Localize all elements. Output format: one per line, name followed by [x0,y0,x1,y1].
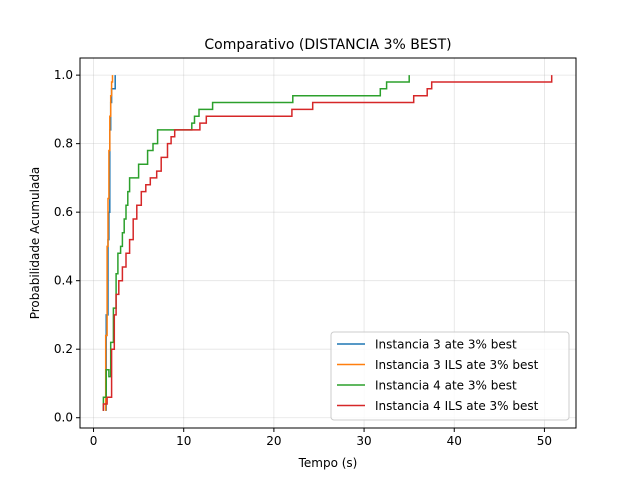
x-axis-label: Tempo (s) [298,456,358,470]
grid [80,58,576,428]
x-axis-ticks: 0 10 20 30 40 50 [90,428,552,448]
axes-frame [79,57,577,429]
series-line-3 [102,75,410,411]
series-lines [102,75,553,411]
legend-label: Instancia 3 ILS ate 3% best [375,358,539,372]
y-tick-label: 0.6 [54,205,73,219]
y-tick-label: 0.4 [54,274,73,288]
y-axis-label: Probabilidade Acumulada [28,167,42,320]
x-tick-label: 40 [447,434,462,448]
series-line-2 [104,75,114,411]
x-tick-label: 50 [537,434,552,448]
legend-label: Instancia 4 ate 3% best [375,379,517,393]
legend-label: Instancia 3 ate 3% best [375,338,517,352]
x-tick-label: 20 [266,434,281,448]
legend: Instancia 3 ate 3% best Instancia 3 ILS a… [330,331,570,421]
x-tick-label: 30 [356,434,371,448]
y-tick-label: 0.2 [54,342,73,356]
y-tick-label: 0.8 [54,137,73,151]
y-tick-label: 0.0 [54,411,73,425]
y-tick-label: 1.0 [54,68,73,82]
x-tick-label: 0 [90,434,98,448]
chart-title: Comparativo (DISTANCIA 3% BEST) [204,37,451,53]
y-axis-ticks: 0.0 0.2 0.4 0.6 0.8 1.0 [54,68,80,425]
legend-frame [330,331,570,421]
x-tick-label: 10 [176,434,191,448]
legend-label: Instancia 4 ILS ate 3% best [375,399,539,413]
series-line-4 [102,75,553,411]
